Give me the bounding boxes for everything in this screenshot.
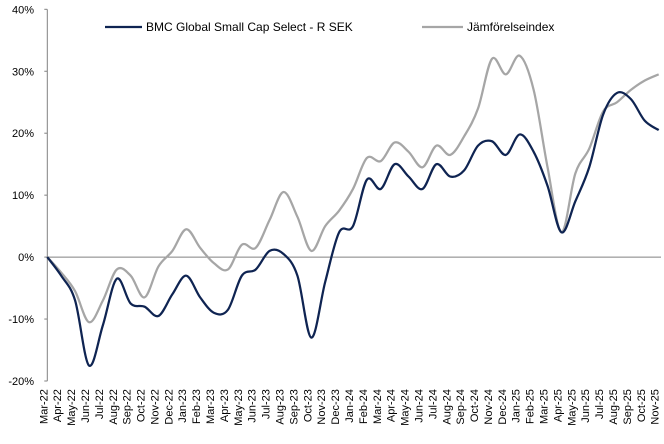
svg-text:BMC Global Small Cap Select -: BMC Global Small Cap Select - R SEK [146,20,353,34]
svg-text:Oct-24: Oct-24 [469,389,481,422]
svg-text:Dec-24: Dec-24 [497,389,509,424]
svg-text:40%: 40% [12,4,34,16]
svg-text:Sep-23: Sep-23 [288,389,300,424]
svg-text:Nov-22: Nov-22 [149,389,161,424]
svg-text:Mar-25: Mar-25 [539,389,551,424]
svg-text:Jun-24: Jun-24 [413,389,425,423]
svg-text:Nov-25: Nov-25 [650,389,662,424]
svg-text:-10%: -10% [8,314,34,326]
svg-text:Oct-22: Oct-22 [136,389,148,422]
svg-text:Apr-22: Apr-22 [52,389,64,422]
svg-text:Sep-22: Sep-22 [122,389,134,424]
svg-text:May-25: May-25 [566,389,578,426]
svg-text:Apr-25: Apr-25 [552,389,564,422]
svg-text:Jul-25: Jul-25 [594,389,606,419]
svg-text:Jul-24: Jul-24 [427,389,439,419]
svg-text:Oct-23: Oct-23 [302,389,314,422]
svg-text:Dec-23: Dec-23 [330,389,342,424]
svg-text:20%: 20% [12,128,34,140]
svg-text:Jan-23: Jan-23 [177,389,189,423]
svg-text:Dec-22: Dec-22 [163,389,175,424]
svg-text:Jämförelseindex: Jämförelseindex [467,20,554,34]
svg-text:Apr-24: Apr-24 [386,389,398,422]
svg-text:30%: 30% [12,66,34,78]
svg-text:Feb-23: Feb-23 [191,389,203,424]
svg-text:Mar-24: Mar-24 [372,389,384,424]
svg-text:Oct-25: Oct-25 [636,389,648,422]
svg-text:May-23: May-23 [233,389,245,426]
svg-text:Jul-22: Jul-22 [94,389,106,419]
svg-text:0%: 0% [18,252,34,264]
svg-text:Aug-23: Aug-23 [275,389,287,424]
svg-text:10%: 10% [12,190,34,202]
svg-text:Jun-22: Jun-22 [80,389,92,423]
svg-text:Nov-23: Nov-23 [316,389,328,424]
svg-text:Jan-25: Jan-25 [511,389,523,423]
svg-text:Aug-25: Aug-25 [608,389,620,424]
svg-text:Jun-25: Jun-25 [580,389,592,423]
svg-text:Feb-25: Feb-25 [525,389,537,424]
svg-text:Apr-23: Apr-23 [219,389,231,422]
svg-text:May-24: May-24 [400,389,412,426]
svg-text:-20%: -20% [8,376,34,388]
svg-text:Aug-24: Aug-24 [441,389,453,424]
svg-text:May-22: May-22 [66,389,78,426]
svg-text:Nov-24: Nov-24 [483,389,495,424]
svg-text:Jan-24: Jan-24 [344,389,356,423]
svg-text:Mar-23: Mar-23 [205,389,217,424]
svg-text:Aug-22: Aug-22 [108,389,120,424]
svg-text:Jun-23: Jun-23 [247,389,259,423]
svg-text:Sep-25: Sep-25 [622,389,634,424]
svg-text:Jul-23: Jul-23 [261,389,273,419]
svg-text:Feb-24: Feb-24 [358,389,370,424]
svg-text:Mar-22: Mar-22 [38,389,50,424]
svg-text:Sep-24: Sep-24 [455,389,467,424]
